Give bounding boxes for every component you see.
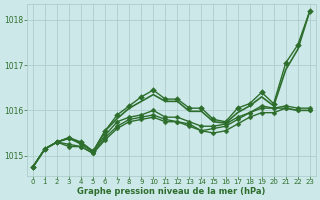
X-axis label: Graphe pression niveau de la mer (hPa): Graphe pression niveau de la mer (hPa) <box>77 187 266 196</box>
